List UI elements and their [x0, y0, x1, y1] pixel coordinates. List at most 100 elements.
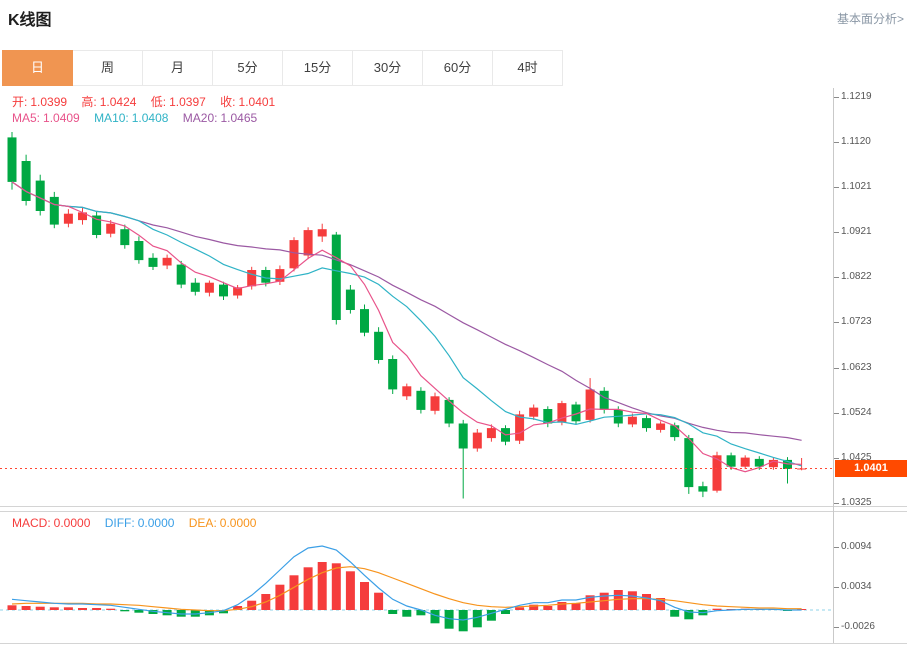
candle-body	[768, 459, 778, 468]
dea-line	[11, 566, 802, 612]
macd-bar	[120, 610, 130, 612]
ma20-value: MA20: 1.0465	[182, 111, 258, 125]
y-axis-label: 1.0325	[841, 497, 872, 508]
macd-bar	[106, 608, 116, 610]
macd-bar	[458, 610, 468, 632]
macd-bar	[176, 610, 186, 617]
axis-tick	[834, 503, 839, 504]
y-axis-label: 1.1120	[841, 136, 871, 147]
y-axis-label: 1.0425	[841, 452, 872, 463]
macd-bar	[627, 591, 637, 610]
candle-body	[472, 432, 482, 449]
candle-body	[247, 270, 257, 287]
macd-bar	[613, 590, 623, 610]
axis-tick	[834, 587, 839, 588]
fundamental-analysis-link[interactable]: 基本面分析>	[836, 12, 904, 26]
high-value: 高: 1.0424	[81, 95, 137, 109]
macd-bar	[642, 594, 651, 610]
candle-body	[684, 438, 694, 488]
panel-divider	[0, 511, 907, 512]
candle-body	[698, 486, 708, 492]
y-axis-label: 1.0524	[841, 407, 872, 418]
tab-15min[interactable]: 15分	[283, 50, 353, 86]
macd-bar	[416, 610, 426, 616]
candle-body	[444, 399, 454, 424]
ma10-value: MA10: 1.0408	[94, 111, 169, 125]
macd-bar	[78, 608, 87, 610]
macd-bar	[360, 582, 369, 610]
candle-body	[275, 269, 285, 282]
candle-body	[233, 287, 243, 296]
macd-bar	[656, 598, 666, 610]
y-axis-label: 1.1219	[841, 91, 872, 102]
macd-bar	[599, 592, 609, 610]
y-axis-label: -0.0026	[841, 621, 875, 632]
candle-body	[543, 409, 553, 424]
candle-body	[78, 212, 87, 221]
macd-bar	[134, 610, 144, 613]
ma5-line	[11, 181, 802, 473]
macd-bar	[7, 605, 17, 610]
tab-30min[interactable]: 30分	[353, 50, 423, 86]
current-price-tag: 1.0401	[835, 460, 907, 477]
macd-bar	[557, 602, 567, 610]
ma10-line	[11, 181, 802, 467]
macd-bar	[63, 607, 73, 610]
y-axis-label: 0.0094	[841, 541, 872, 552]
macd-bar	[233, 606, 243, 610]
macd-bar	[92, 608, 102, 610]
macd-bar	[374, 592, 384, 610]
y-axis-label: 1.0822	[841, 271, 872, 282]
macd-bar	[430, 610, 440, 624]
axis-tick	[834, 413, 839, 414]
candle-body	[21, 161, 31, 201]
y-axis-label: 1.0723	[841, 316, 872, 327]
macd-bar	[275, 584, 285, 610]
y-axis-label: 0.0034	[841, 581, 872, 592]
candle-body	[670, 425, 680, 438]
panel-divider	[0, 506, 907, 507]
candle-body	[374, 331, 384, 360]
candle-body	[740, 457, 750, 467]
candle-body	[261, 270, 271, 283]
macd-bar	[712, 608, 722, 610]
axis-tick	[834, 187, 839, 188]
candle-body	[430, 396, 440, 411]
tab-week[interactable]: 周	[73, 50, 143, 86]
macd-bar	[402, 610, 412, 617]
candle-body	[726, 455, 736, 467]
macd-bar	[190, 610, 200, 617]
candle-body	[190, 282, 200, 292]
tab-60min[interactable]: 60分	[423, 50, 493, 86]
axis-tick	[834, 142, 839, 143]
page-title: K线图	[8, 12, 52, 29]
ma20-line	[11, 181, 802, 441]
candle-body	[402, 386, 412, 397]
macd-chart[interactable]	[0, 511, 833, 643]
candle-body	[148, 257, 158, 267]
candle-body	[627, 416, 637, 425]
candle-body	[106, 223, 116, 234]
candle-body	[515, 414, 525, 441]
timeframe-tabs: 日 周 月 5分 15分 30分 60分 4时	[2, 50, 563, 86]
macd-bar	[331, 563, 341, 610]
ohlc-legend: 开: 1.0399 高: 1.0424 低: 1.0397 收: 1.0401	[12, 93, 286, 110]
axis-tick	[834, 547, 839, 548]
tab-4hour[interactable]: 4时	[493, 50, 563, 86]
candle-body	[529, 407, 539, 417]
macd-bar	[148, 610, 158, 614]
tab-5min[interactable]: 5分	[213, 50, 283, 86]
ma-legend: MA5: 1.0409 MA10: 1.0408 MA20: 1.0465	[12, 111, 268, 125]
macd-bar	[543, 606, 553, 610]
ma5-value: MA5: 1.0409	[12, 111, 80, 125]
candle-body	[571, 404, 581, 422]
tab-day[interactable]: 日	[2, 50, 73, 86]
candlestick-chart[interactable]	[0, 88, 833, 506]
macd-bar	[247, 600, 257, 610]
axis-tick	[834, 322, 839, 323]
axis-tick	[834, 232, 839, 233]
tab-month[interactable]: 月	[143, 50, 213, 86]
candle-body	[134, 241, 144, 261]
macd-bar	[35, 606, 45, 610]
diff-value: DIFF: 0.0000	[104, 516, 175, 530]
